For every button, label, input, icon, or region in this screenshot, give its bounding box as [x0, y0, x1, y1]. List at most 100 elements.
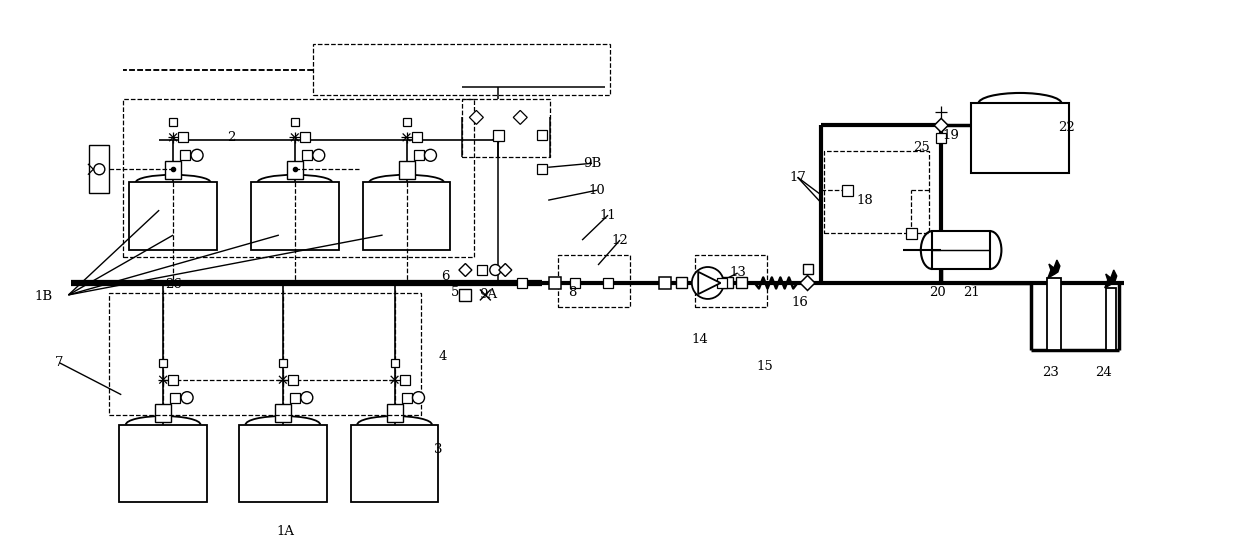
Bar — [312, 44, 610, 95]
Bar — [412, 132, 422, 142]
Bar — [351, 425, 439, 502]
Text: 1B: 1B — [35, 290, 52, 304]
Bar — [399, 375, 409, 385]
Bar — [971, 104, 1069, 173]
Bar — [549, 277, 562, 289]
Bar — [398, 161, 414, 179]
Bar — [169, 375, 179, 385]
Text: 21: 21 — [962, 287, 980, 299]
Text: 24: 24 — [1095, 366, 1112, 379]
Bar — [155, 404, 171, 422]
Text: 15: 15 — [756, 360, 773, 373]
Bar — [129, 182, 217, 250]
Bar — [537, 164, 547, 174]
Bar — [403, 118, 410, 126]
Bar — [1106, 288, 1116, 350]
Bar — [387, 404, 403, 422]
Text: 18: 18 — [856, 193, 873, 207]
Circle shape — [692, 267, 724, 299]
Text: 7: 7 — [56, 356, 63, 370]
Bar — [463, 99, 551, 158]
Bar — [558, 255, 630, 307]
Bar — [717, 278, 727, 288]
Polygon shape — [1105, 270, 1117, 288]
Circle shape — [301, 392, 312, 404]
Text: 14: 14 — [692, 334, 708, 346]
Polygon shape — [934, 118, 949, 132]
Polygon shape — [1048, 260, 1060, 278]
Circle shape — [490, 264, 501, 275]
Bar — [402, 393, 412, 403]
Bar — [477, 265, 487, 275]
Bar — [362, 182, 450, 250]
Polygon shape — [498, 264, 512, 276]
Polygon shape — [470, 111, 484, 124]
Text: 19: 19 — [942, 129, 960, 142]
Bar — [825, 152, 929, 233]
Text: 1A: 1A — [277, 525, 295, 538]
Bar — [300, 132, 310, 142]
Polygon shape — [698, 272, 720, 294]
Bar — [570, 278, 580, 288]
Bar — [169, 118, 177, 126]
Text: 9B: 9B — [583, 157, 601, 170]
Bar — [459, 289, 471, 301]
Bar — [603, 278, 613, 288]
Text: 8: 8 — [568, 287, 577, 299]
Bar — [170, 393, 180, 403]
Text: 16: 16 — [791, 296, 808, 310]
Bar — [658, 277, 671, 289]
Text: 23: 23 — [1043, 366, 1059, 379]
Bar — [119, 425, 207, 502]
Bar — [492, 130, 503, 141]
Bar — [109, 293, 420, 415]
Bar — [537, 130, 547, 141]
Bar — [517, 278, 527, 288]
Circle shape — [181, 392, 193, 404]
Bar — [89, 146, 109, 193]
Bar — [250, 182, 339, 250]
Bar — [737, 277, 748, 288]
Text: 5: 5 — [451, 287, 460, 299]
Polygon shape — [513, 111, 527, 124]
Bar — [239, 425, 327, 502]
Bar — [279, 359, 286, 367]
Bar — [802, 264, 812, 274]
Circle shape — [424, 149, 436, 161]
Bar — [291, 118, 299, 126]
Bar — [694, 255, 766, 307]
Bar — [842, 185, 853, 196]
Circle shape — [413, 392, 424, 404]
Circle shape — [312, 149, 325, 161]
Bar — [123, 99, 475, 257]
Bar — [180, 150, 190, 160]
Text: 3: 3 — [434, 443, 443, 456]
Bar — [722, 277, 733, 288]
Text: 2: 2 — [227, 131, 236, 144]
Text: 10: 10 — [589, 184, 605, 197]
Bar — [286, 161, 303, 179]
Bar — [165, 161, 181, 179]
Bar — [301, 150, 311, 160]
Text: 11: 11 — [600, 209, 616, 222]
Polygon shape — [800, 275, 815, 290]
Bar — [290, 393, 300, 403]
Text: 22: 22 — [1059, 121, 1075, 134]
Bar — [932, 231, 990, 269]
Bar — [391, 359, 398, 367]
Circle shape — [191, 149, 203, 161]
Circle shape — [94, 164, 105, 175]
Text: 26: 26 — [165, 278, 181, 292]
Text: 9A: 9A — [480, 288, 497, 301]
Bar — [413, 150, 424, 160]
Bar — [275, 404, 291, 422]
Bar — [159, 359, 167, 367]
Polygon shape — [459, 264, 472, 276]
Bar — [1047, 278, 1061, 350]
Text: 25: 25 — [913, 141, 930, 154]
Text: 13: 13 — [729, 267, 746, 280]
Text: 12: 12 — [611, 234, 629, 246]
Bar — [288, 375, 298, 385]
Bar — [676, 277, 687, 288]
Bar — [905, 228, 916, 239]
